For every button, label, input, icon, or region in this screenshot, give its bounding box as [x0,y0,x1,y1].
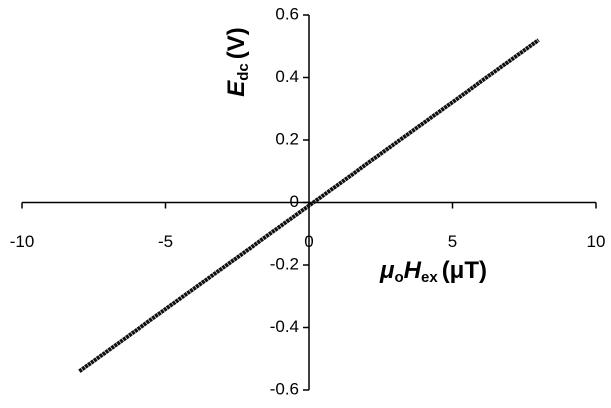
y-tick-label: -0.2 [270,254,299,273]
x-tick-label: -5 [158,232,173,251]
y-label-unit: (V) [223,27,250,59]
y-tick-label: 0.4 [275,67,299,86]
y-tick-label: -0.4 [270,317,299,336]
x-tick-label: 0 [304,232,313,251]
y-label-symbol: E [223,80,250,97]
x-label-symbol1: μ [379,257,395,284]
y-tick-label: 0.2 [275,129,299,148]
data-line [78,38,540,373]
x-label-sub2: ex [421,269,438,286]
y-tick-label: 0.6 [275,4,299,23]
x-label-unit: (μT) [442,257,487,284]
x-tick-label: 5 [448,232,457,251]
x-axis-label: μoHex (μT) [379,257,487,286]
y-axis-label: Edc (V) [223,27,252,97]
x-label-sub1: o [394,269,403,286]
y-tick-label: 0 [290,192,299,211]
x-tick-label: -10 [10,232,35,251]
y-label-sub: dc [235,63,252,81]
x-label-symbol2: H [404,257,422,284]
y-tick-label: -0.6 [270,379,299,398]
x-tick-label: 10 [587,232,606,251]
